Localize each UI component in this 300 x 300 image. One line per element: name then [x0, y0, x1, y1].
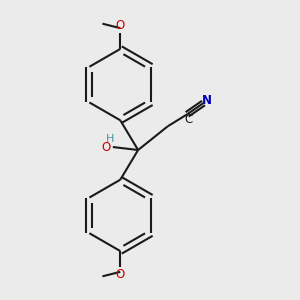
Text: O: O — [101, 140, 110, 154]
Text: N: N — [202, 94, 212, 106]
Text: O: O — [116, 268, 125, 281]
Text: O: O — [116, 19, 125, 32]
Text: C: C — [184, 113, 193, 126]
Text: H: H — [106, 134, 115, 144]
